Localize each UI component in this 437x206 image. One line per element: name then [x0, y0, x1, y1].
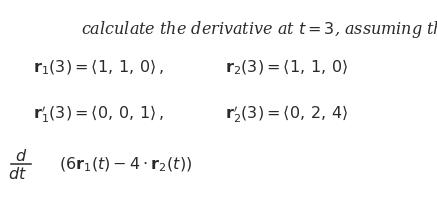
- Text: $\mathbf{r}_2(3) = \langle 1,\, 1,\, 0 \rangle$: $\mathbf{r}_2(3) = \langle 1,\, 1,\, 0 \…: [225, 58, 348, 77]
- Text: $\mathbf{r}_1'(3) = \langle 0,\, 0,\, 1 \rangle\,,$: $\mathbf{r}_1'(3) = \langle 0,\, 0,\, 1 …: [33, 103, 163, 125]
- Text: $dt$: $dt$: [7, 165, 27, 182]
- Text: $\mathbf{r}_2'(3) = \langle 0,\, 2,\, 4 \rangle$: $\mathbf{r}_2'(3) = \langle 0,\, 2,\, 4 …: [225, 103, 348, 125]
- Text: $\mathbf{r}_1(3) = \langle 1,\, 1,\, 0 \rangle\,,$: $\mathbf{r}_1(3) = \langle 1,\, 1,\, 0 \…: [33, 58, 163, 77]
- Text: $(6\mathbf{r}_1(t) - 4 \cdot \mathbf{r}_2(t))$: $(6\mathbf{r}_1(t) - 4 \cdot \mathbf{r}_…: [59, 155, 192, 173]
- Text: calculate the derivative at $t = 3$, assuming that: calculate the derivative at $t = 3$, ass…: [81, 19, 437, 39]
- Text: $d$: $d$: [15, 147, 27, 164]
